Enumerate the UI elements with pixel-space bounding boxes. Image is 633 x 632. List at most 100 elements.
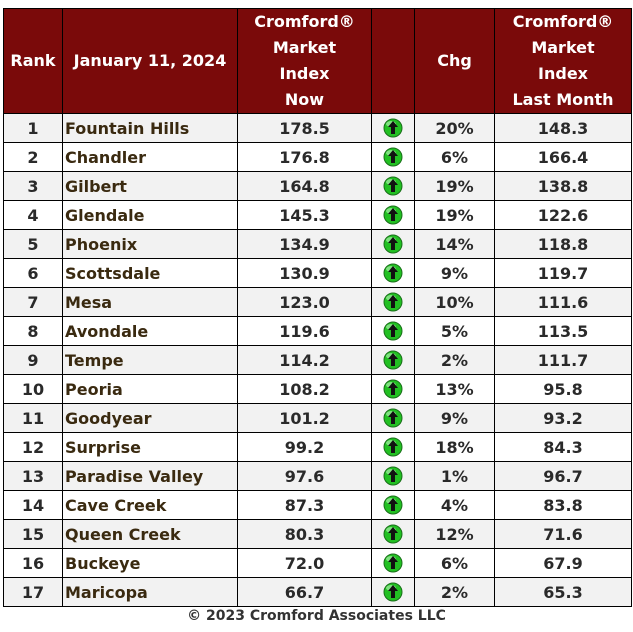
header-index-last-line: Index [538, 64, 588, 83]
index-last-cell: 95.8 [494, 374, 632, 404]
header-row: Rank January 11, 2024 Cromford® Market I… [3, 8, 632, 114]
chg-cell: 14% [414, 229, 495, 259]
arrow-cell [371, 316, 415, 346]
chg-cell: 6% [414, 548, 495, 578]
rank-cell: 9 [3, 345, 63, 375]
green-up-arrow-icon [383, 379, 403, 399]
green-up-arrow-icon [383, 263, 403, 283]
table-row: 6 Scottsdale 130.9 9% 119.7 [3, 258, 632, 288]
index-now-cell: 97.6 [237, 461, 372, 491]
city-cell: Chandler [62, 142, 238, 172]
index-now-cell: 66.7 [237, 577, 372, 607]
table-row: 8 Avondale 119.6 5% 113.5 [3, 316, 632, 346]
arrow-cell [371, 403, 415, 433]
rank-cell: 11 [3, 403, 63, 433]
arrow-cell [371, 142, 415, 172]
rank-cell: 7 [3, 287, 63, 317]
table-row: 4 Glendale 145.3 19% 122.6 [3, 200, 632, 230]
header-index-last-line: Market [531, 38, 595, 57]
arrow-cell [371, 229, 415, 259]
city-cell: Mesa [62, 287, 238, 317]
header-chg: Chg [414, 8, 495, 114]
index-now-cell: 72.0 [237, 548, 372, 578]
city-cell: Scottsdale [62, 258, 238, 288]
table-row: 9 Tempe 114.2 2% 111.7 [3, 345, 632, 375]
table-row: 1 Fountain Hills 178.5 20% 148.3 [3, 113, 632, 143]
index-now-cell: 145.3 [237, 200, 372, 230]
rank-cell: 1 [3, 113, 63, 143]
index-last-cell: 71.6 [494, 519, 632, 549]
rank-cell: 8 [3, 316, 63, 346]
market-index-table-container: Rank January 11, 2024 Cromford® Market I… [3, 8, 632, 607]
table-row: 14 Cave Creek 87.3 4% 83.8 [3, 490, 632, 520]
green-up-arrow-icon [383, 292, 403, 312]
green-up-arrow-icon [383, 495, 403, 515]
header-index-now-line: Market [272, 38, 337, 57]
header-index-now-line: Cromford® [254, 12, 355, 31]
green-up-arrow-icon [383, 408, 403, 428]
table-row: 16 Buckeye 72.0 6% 67.9 [3, 548, 632, 578]
chg-cell: 10% [414, 287, 495, 317]
table-row: 5 Phoenix 134.9 14% 118.8 [3, 229, 632, 259]
green-up-arrow-icon [383, 147, 403, 167]
rank-cell: 3 [3, 171, 63, 201]
arrow-cell [371, 432, 415, 462]
index-last-cell: 166.4 [494, 142, 632, 172]
chg-cell: 1% [414, 461, 495, 491]
chg-cell: 2% [414, 345, 495, 375]
chg-cell: 6% [414, 142, 495, 172]
index-now-cell: 99.2 [237, 432, 372, 462]
city-cell: Avondale [62, 316, 238, 346]
index-last-cell: 96.7 [494, 461, 632, 491]
green-up-arrow-icon [383, 118, 403, 138]
index-last-cell: 113.5 [494, 316, 632, 346]
index-last-cell: 118.8 [494, 229, 632, 259]
green-up-arrow-icon [383, 350, 403, 370]
city-cell: Paradise Valley [62, 461, 238, 491]
index-last-cell: 84.3 [494, 432, 632, 462]
chg-cell: 2% [414, 577, 495, 607]
index-last-cell: 93.2 [494, 403, 632, 433]
table-body: 1 Fountain Hills 178.5 20% 148.3 2 Chandler 176… [3, 113, 632, 607]
arrow-cell [371, 461, 415, 491]
arrow-cell [371, 548, 415, 578]
rank-cell: 2 [3, 142, 63, 172]
city-cell: Phoenix [62, 229, 238, 259]
chg-cell: 18% [414, 432, 495, 462]
chg-cell: 5% [414, 316, 495, 346]
table-row: 3 Gilbert 164.8 19% 138.8 [3, 171, 632, 201]
city-cell: Buckeye [62, 548, 238, 578]
arrow-cell [371, 490, 415, 520]
arrow-cell [371, 577, 415, 607]
rank-cell: 17 [3, 577, 63, 607]
city-cell: Tempe [62, 345, 238, 375]
city-cell: Surprise [62, 432, 238, 462]
chg-cell: 19% [414, 171, 495, 201]
index-now-cell: 80.3 [237, 519, 372, 549]
city-cell: Glendale [62, 200, 238, 230]
rank-cell: 12 [3, 432, 63, 462]
header-index-now-line: Index [279, 64, 330, 83]
city-cell: Maricopa [62, 577, 238, 607]
rank-cell: 14 [3, 490, 63, 520]
city-cell: Goodyear [62, 403, 238, 433]
index-last-cell: 65.3 [494, 577, 632, 607]
index-last-cell: 111.6 [494, 287, 632, 317]
header-index-last: Cromford® Market Index Last Month [494, 8, 632, 114]
index-now-cell: 108.2 [237, 374, 372, 404]
chg-cell: 12% [414, 519, 495, 549]
table-row: 10 Peoria 108.2 13% 95.8 [3, 374, 632, 404]
header-index-now: Cromford® Market Index Now [237, 8, 372, 114]
index-now-cell: 134.9 [237, 229, 372, 259]
arrow-cell [371, 113, 415, 143]
green-up-arrow-icon [383, 321, 403, 341]
index-last-cell: 148.3 [494, 113, 632, 143]
index-last-cell: 138.8 [494, 171, 632, 201]
city-cell: Gilbert [62, 171, 238, 201]
table-row: 13 Paradise Valley 97.6 1% 96.7 [3, 461, 632, 491]
header-index-now-line: Now [284, 90, 325, 109]
chg-cell: 13% [414, 374, 495, 404]
index-last-cell: 119.7 [494, 258, 632, 288]
rank-cell: 13 [3, 461, 63, 491]
index-now-cell: 176.8 [237, 142, 372, 172]
